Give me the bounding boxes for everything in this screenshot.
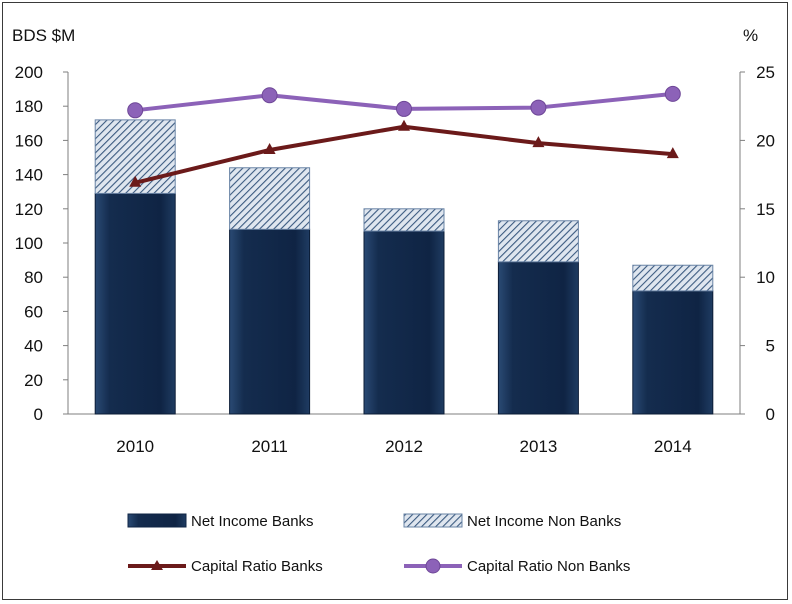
point-capital-ratio-banks bbox=[398, 119, 410, 131]
right-tick-label: 25 bbox=[756, 63, 775, 82]
point-capital-ratio-banks bbox=[129, 175, 142, 187]
point-capital-ratio-non-banks bbox=[664, 85, 681, 102]
bar-net-income-banks bbox=[363, 230, 445, 415]
left-tick-label: 140 bbox=[15, 166, 43, 185]
category-label: 2011 bbox=[251, 437, 288, 456]
legend-label-capital-ratio-banks: Capital Ratio Banks bbox=[191, 558, 323, 575]
legend-label-net-income-banks: Net Income Banks bbox=[191, 513, 314, 530]
legend-item-net-income-non-banks[interactable]: Net Income Non Banks bbox=[403, 513, 621, 530]
bar-net-income-banks bbox=[497, 261, 579, 415]
bar-net-income-non-banks bbox=[497, 220, 579, 263]
point-capital-ratio-banks bbox=[532, 136, 545, 148]
legend-item-capital-ratio-non-banks[interactable]: Capital Ratio Non Banks bbox=[404, 558, 630, 575]
left-tick-label: 200 bbox=[15, 63, 43, 82]
legend-item-capital-ratio-banks[interactable]: Capital Ratio Banks bbox=[128, 558, 323, 575]
point-capital-ratio-banks bbox=[666, 147, 679, 159]
left-tick-label: 160 bbox=[15, 131, 43, 150]
left-tick-label: 60 bbox=[24, 302, 43, 321]
category-labels: 2010 2011 2012 2013 2014 bbox=[116, 437, 691, 456]
legend-label-capital-ratio-non-banks: Capital Ratio Non Banks bbox=[467, 558, 630, 575]
category-label: 2012 bbox=[385, 437, 423, 456]
left-axis-unit-label: BDS $M bbox=[12, 26, 75, 45]
bar-net-income-non-banks bbox=[363, 208, 445, 232]
left-tick-label: 40 bbox=[24, 337, 43, 356]
right-axis-ticks: 0 5 10 15 20 25 bbox=[740, 63, 775, 424]
circle-marker-icon bbox=[425, 558, 441, 574]
category-label: 2014 bbox=[654, 437, 692, 456]
left-tick-label: 120 bbox=[15, 200, 43, 219]
right-tick-label: 10 bbox=[756, 268, 775, 287]
legend-item-net-income-banks[interactable]: Net Income Banks bbox=[127, 513, 314, 530]
left-tick-label: 180 bbox=[15, 97, 43, 116]
left-tick-label: 20 bbox=[24, 371, 43, 390]
legend-swatch-net-income-banks bbox=[127, 513, 187, 528]
left-tick-label: 0 bbox=[34, 405, 43, 424]
point-capital-ratio-non-banks bbox=[530, 99, 547, 116]
point-capital-ratio-non-banks bbox=[261, 87, 278, 104]
triangle-marker-icon bbox=[151, 560, 163, 570]
right-tick-label: 20 bbox=[756, 131, 775, 150]
legend-swatch-net-income-non-banks bbox=[403, 513, 463, 528]
right-tick-label: 5 bbox=[766, 337, 775, 356]
bar-net-income-banks bbox=[632, 290, 714, 415]
left-tick-label: 80 bbox=[24, 268, 43, 287]
point-capital-ratio-non-banks bbox=[127, 102, 144, 119]
left-axis-ticks: 0 20 40 60 80 100 120 140 160 180 200 bbox=[15, 63, 68, 424]
bar-net-income-non-banks bbox=[632, 264, 714, 292]
category-label: 2010 bbox=[116, 437, 154, 456]
right-tick-label: 15 bbox=[756, 200, 775, 219]
legend-label-net-income-non-banks: Net Income Non Banks bbox=[467, 513, 621, 530]
bar-net-income-banks bbox=[229, 228, 311, 415]
left-tick-label: 100 bbox=[15, 234, 43, 253]
legend: Net Income Banks Net Income Non Banks Ca… bbox=[127, 513, 630, 575]
bars bbox=[94, 119, 714, 415]
point-capital-ratio-banks bbox=[263, 142, 276, 154]
bar-net-income-banks bbox=[94, 192, 176, 415]
right-tick-label: 0 bbox=[766, 405, 775, 424]
bar-net-income-non-banks bbox=[229, 167, 311, 230]
lines bbox=[127, 85, 681, 187]
point-capital-ratio-non-banks bbox=[396, 100, 412, 117]
right-axis-unit-label: % bbox=[743, 26, 758, 45]
line-capital-ratio-banks bbox=[134, 124, 673, 185]
category-label: 2013 bbox=[519, 437, 557, 456]
